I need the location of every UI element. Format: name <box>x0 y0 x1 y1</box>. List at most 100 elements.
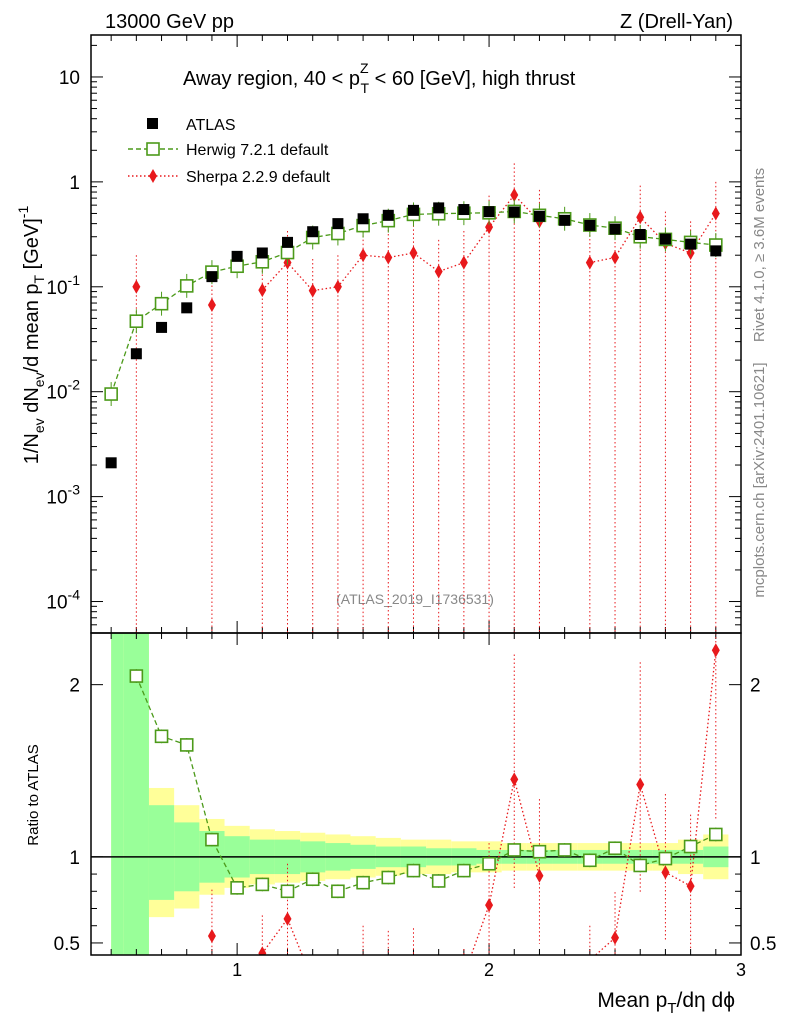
legend-label-atlas: ATLAS <box>186 117 236 134</box>
herwig-ratio-marker <box>154 729 169 744</box>
header-process: Z (Drell-Yan) <box>620 11 733 33</box>
x-tick-label: 1 <box>232 960 242 980</box>
atlas-marker <box>710 245 722 257</box>
main-y-axis-label: 1/Nev dNev/d mean pT [GeV]-1 <box>15 206 47 465</box>
herwig-ratio-marker <box>507 843 522 857</box>
sherpa-marker <box>711 206 720 221</box>
atlas-marker <box>256 247 268 259</box>
ratio-band-inner <box>123 633 149 955</box>
sherpa-ratio-marker <box>611 930 620 945</box>
atlas-marker <box>508 206 520 218</box>
sherpa-marker-icon <box>149 169 157 183</box>
herwig-ratio-marker <box>381 870 396 885</box>
herwig-ratio-marker <box>331 884 345 899</box>
sherpa-ratio-marker <box>535 868 544 883</box>
atlas-marker <box>659 233 671 245</box>
herwig-marker <box>280 245 295 260</box>
atlas-marker <box>105 457 117 469</box>
main-y-tick-label: 10-4 <box>46 587 80 614</box>
herwig-marker <box>129 314 144 328</box>
atlas-marker <box>231 250 243 262</box>
herwig-ratio-marker <box>633 858 648 873</box>
sherpa-ratio-marker <box>510 772 519 787</box>
sherpa-marker <box>434 264 443 279</box>
sherpa-marker <box>384 250 393 265</box>
atlas-marker <box>584 219 596 231</box>
herwig-marker <box>154 296 169 311</box>
sherpa-marker <box>359 248 368 263</box>
ratio-y-tick-label-right: 2 <box>750 676 761 697</box>
atlas-marker <box>130 348 142 360</box>
herwig-ratio-marker <box>129 669 144 683</box>
legend-entry-atlas: ATLAS <box>147 117 236 134</box>
atlas-marker-icon <box>147 118 158 129</box>
atlas-marker <box>433 202 445 214</box>
herwig-ratio-marker <box>280 884 295 899</box>
ratio-uncertainty-bands <box>111 633 729 955</box>
sherpa-marker <box>510 187 519 202</box>
atlas-marker <box>407 204 419 216</box>
herwig-ratio-marker <box>305 872 320 887</box>
atlas-marker <box>458 204 470 216</box>
herwig-marker <box>104 387 118 401</box>
ratio-y-tick-label-right: 1 <box>750 848 761 869</box>
sherpa-marker <box>258 283 267 298</box>
ratio-y-tick-label: 2 <box>69 676 80 697</box>
ratio-plot-frame <box>90 632 742 956</box>
analysis-watermark: (ATLAS_2019_I1736531) <box>336 591 494 607</box>
herwig-ratio-marker <box>709 827 723 842</box>
herwig-ratio-marker <box>683 839 698 854</box>
herwig-ratio-marker <box>532 844 547 859</box>
sherpa-marker <box>132 279 141 294</box>
sherpa-ratio-line <box>594 650 717 955</box>
main-y-tick-label: 10-2 <box>46 377 80 404</box>
herwig-ratio-marker <box>583 853 597 868</box>
ratio-y-tick-label: 1 <box>69 848 80 869</box>
x-axis-label: Mean pT/dη dϕ <box>597 989 735 1017</box>
atlas-marker <box>483 206 495 218</box>
legend-label-sherpa: Sherpa 2.2.9 default <box>186 169 331 186</box>
herwig-ratio-marker <box>457 863 471 878</box>
atlas-marker <box>156 321 168 333</box>
herwig-ratio-marker <box>431 874 446 888</box>
ratio-band-inner <box>111 633 124 955</box>
herwig-ratio-marker <box>255 877 270 892</box>
atlas-marker <box>533 210 545 222</box>
sherpa-ratio-marker <box>485 898 494 913</box>
sherpa-marker <box>485 220 494 235</box>
main-y-tick-label: 10 <box>59 68 80 89</box>
main-y-tick-label: 1 <box>69 173 80 194</box>
herwig-ratio-marker <box>356 875 370 890</box>
herwig-ratio-marker <box>205 832 219 847</box>
herwig-ratio-marker <box>230 881 244 895</box>
legend-entry-herwig: Herwig 7.2.1 default <box>128 142 329 159</box>
atlas-marker <box>307 226 319 238</box>
herwig-ratio-marker <box>482 856 496 871</box>
x-tick-label: 2 <box>484 960 494 980</box>
legend-entry-sherpa: Sherpa 2.2.9 default <box>128 169 331 186</box>
sherpa-ratio-marker <box>711 643 720 658</box>
atlas-marker <box>206 271 218 283</box>
herwig-marker <box>230 259 244 274</box>
ratio-data-series <box>129 633 723 955</box>
herwig-marker-icon <box>146 142 160 156</box>
atlas-marker <box>559 214 571 226</box>
rivet-label: Rivet 4.1.0, ≥ 3.6M events <box>751 168 768 342</box>
main-data-series <box>104 163 723 633</box>
sherpa-marker <box>409 245 418 260</box>
ratio-y-axis-label: Ratio to ATLAS <box>25 744 42 845</box>
sherpa-marker <box>207 298 216 313</box>
atlas-marker <box>181 302 193 314</box>
ratio-y-tick-label-right: 0.5 <box>750 934 776 955</box>
atlas-marker <box>634 229 646 241</box>
legend-label-herwig: Herwig 7.2.1 default <box>186 142 329 159</box>
main-y-tick-label: 10-1 <box>46 272 80 299</box>
herwig-marker <box>179 279 194 293</box>
atlas-marker <box>685 238 697 250</box>
ratio-band-inner <box>148 805 175 900</box>
atlas-marker <box>382 209 394 221</box>
sherpa-ratio-marker <box>258 946 267 955</box>
main-y-tick-label: 10-3 <box>46 482 80 509</box>
atlas-marker <box>332 218 344 230</box>
